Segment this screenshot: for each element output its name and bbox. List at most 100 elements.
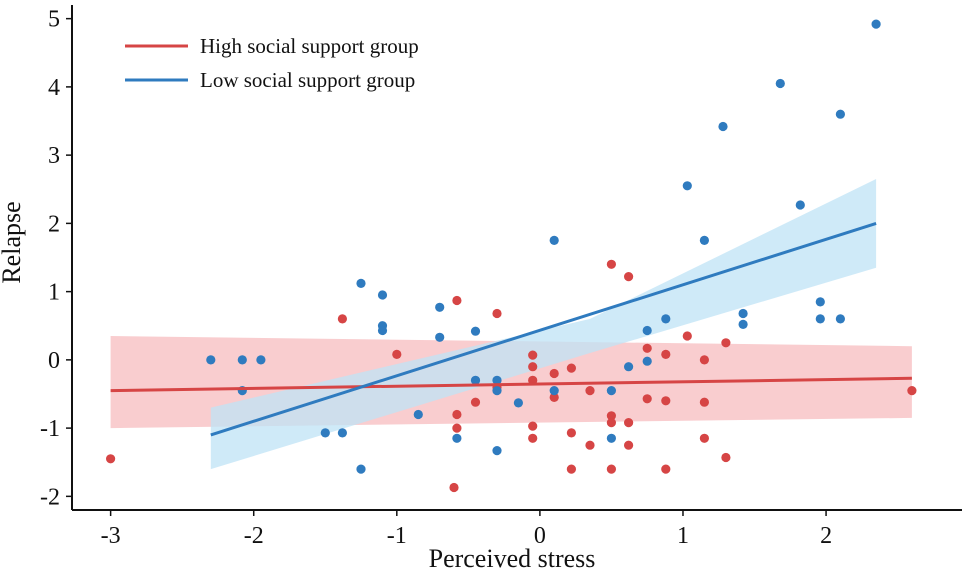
data-point-low (320, 428, 330, 438)
y-tick-label: 5 (48, 7, 60, 33)
x-tick-label: 0 (534, 523, 546, 549)
data-point-low (871, 19, 881, 29)
data-point-high (642, 343, 652, 353)
data-point-high (337, 314, 347, 324)
y-axis-label: Relapse (0, 201, 26, 283)
data-point-high (470, 397, 481, 407)
data-point-high (624, 418, 634, 428)
data-point-high (642, 394, 652, 404)
data-point-high (528, 350, 538, 360)
data-point-high (682, 331, 692, 341)
data-point-low (377, 325, 388, 336)
x-tick-label: -1 (387, 523, 407, 549)
fit-line-low (210, 221, 877, 437)
data-point-low (470, 375, 481, 385)
data-point-low (435, 332, 445, 342)
fit-line-high (110, 376, 912, 393)
data-point-low (549, 235, 559, 245)
fit-lines (110, 221, 912, 437)
data-point-low (815, 314, 825, 324)
data-point-high (528, 421, 538, 431)
legend-label: High social support group (200, 34, 419, 58)
y-tick-label: 4 (48, 75, 60, 101)
data-point-low (377, 290, 388, 300)
legend: High social support group Low social supp… (125, 34, 419, 92)
y-tick-label: -1 (40, 416, 60, 442)
data-point-high (566, 464, 577, 474)
data-point-low (492, 446, 502, 456)
data-point-low (492, 386, 502, 396)
data-point-high (661, 396, 671, 406)
data-point-low (835, 314, 846, 324)
data-point-low (356, 278, 366, 288)
data-point-low (795, 200, 805, 210)
data-point-high (452, 409, 462, 420)
x-tick-label: -2 (244, 523, 264, 549)
data-point-high (549, 392, 559, 402)
data-point-high (699, 397, 710, 407)
data-point-low (452, 433, 462, 443)
data-point-low (835, 109, 846, 119)
y-tick-label: 0 (48, 348, 60, 374)
legend-label: Low social support group (200, 68, 415, 92)
x-tick-label: 1 (677, 523, 689, 549)
data-point-low (413, 409, 423, 420)
data-point-high (106, 454, 116, 464)
data-point-high (606, 464, 617, 474)
data-point-low (256, 355, 266, 365)
y-tick-label: -2 (40, 484, 60, 510)
data-point-low (661, 314, 671, 324)
data-point-high (606, 259, 617, 269)
data-point-low (815, 297, 825, 307)
data-point-low (718, 121, 728, 132)
data-point-high (566, 363, 577, 373)
data-point-high (907, 386, 917, 396)
data-point-high (661, 349, 671, 359)
data-point-low (738, 319, 748, 329)
y-tick-label: 3 (48, 143, 60, 169)
data-point-low (699, 235, 710, 245)
x-axis-label: Perceived stress (429, 544, 596, 572)
data-point-low (606, 386, 617, 396)
data-point-low (337, 428, 347, 438)
data-point-low (435, 302, 445, 312)
data-point-low (682, 181, 692, 191)
data-point-high (449, 482, 459, 493)
axes: -3 -2 -1 0 1 2 -2 -1 0 1 2 3 4 5 Perceived stress Relap… (0, 5, 962, 572)
data-point-low (237, 355, 247, 365)
x-tick-label: 2 (820, 523, 832, 549)
confidence-band-low (210, 179, 877, 470)
data-point-high (585, 386, 595, 396)
data-point-high (492, 308, 502, 319)
data-point-low (642, 356, 652, 366)
data-point-high (624, 440, 634, 450)
x-tick-label: -3 (101, 523, 121, 549)
data-point-high (528, 433, 538, 443)
data-point-high (585, 440, 595, 450)
data-point-high (392, 349, 402, 359)
y-tick-label: 1 (48, 280, 60, 306)
y-tick-label: 2 (48, 211, 60, 237)
data-point-high (606, 411, 617, 421)
data-point-high (721, 338, 731, 348)
data-point-high (721, 452, 731, 463)
data-point-high (528, 362, 538, 372)
data-point-high (566, 428, 577, 438)
confidence-bands (110, 179, 912, 470)
data-point-low (624, 362, 634, 372)
data-point-low (642, 325, 652, 336)
data-point-low (492, 375, 502, 385)
data-point-low (356, 464, 366, 474)
data-point-high (624, 272, 634, 282)
data-points (106, 19, 917, 493)
data-point-high (606, 418, 617, 428)
data-point-low (606, 433, 617, 443)
data-point-low (738, 308, 748, 319)
data-point-high (452, 423, 462, 433)
data-point-low (775, 78, 785, 89)
data-point-low (549, 386, 559, 396)
data-point-high (699, 355, 710, 365)
data-point-high (549, 368, 559, 379)
data-point-low (206, 355, 216, 365)
